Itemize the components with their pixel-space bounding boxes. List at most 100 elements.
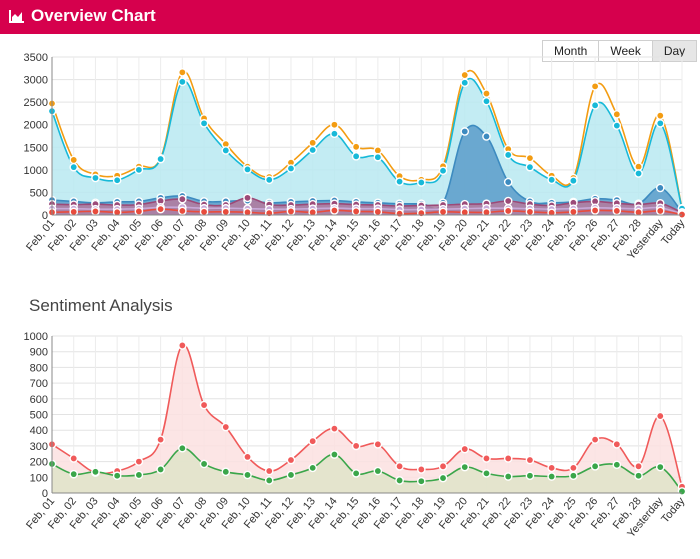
overview-point-series-6[interactable] <box>590 206 600 215</box>
sentiment-point-series-2[interactable] <box>634 471 643 481</box>
overview-point-series-3[interactable] <box>655 183 665 193</box>
overview-point-series-6[interactable] <box>438 207 448 217</box>
sentiment-point-series-1[interactable] <box>199 400 209 410</box>
overview-point-series-6[interactable] <box>308 207 317 217</box>
overview-point-series-6[interactable] <box>156 204 165 214</box>
overview-point-series-6[interactable] <box>69 207 79 217</box>
overview-point-series-6[interactable] <box>112 207 122 217</box>
overview-point-series-6[interactable] <box>178 206 187 216</box>
sentiment-point-series-1[interactable] <box>264 466 274 476</box>
sentiment-point-series-2[interactable] <box>503 472 513 481</box>
overview-point-series-6[interactable] <box>634 207 643 217</box>
overview-point-series-6[interactable] <box>286 207 296 216</box>
overview-point-series-6[interactable] <box>351 207 361 216</box>
sentiment-point-series-2[interactable] <box>373 466 383 476</box>
overview-point-series-2[interactable] <box>395 177 404 186</box>
sentiment-point-series-2[interactable] <box>112 471 122 481</box>
sentiment-point-series-2[interactable] <box>438 473 448 483</box>
overview-point-series-3[interactable] <box>482 132 491 141</box>
sentiment-point-series-2[interactable] <box>395 476 404 485</box>
sentiment-point-series-2[interactable] <box>460 462 470 472</box>
overview-point-series-2[interactable] <box>590 101 600 110</box>
overview-point-series-2[interactable] <box>199 119 209 128</box>
sentiment-point-series-2[interactable] <box>91 467 100 477</box>
sentiment-point-series-1[interactable] <box>330 424 339 433</box>
sentiment-point-series-2[interactable] <box>569 471 578 481</box>
overview-point-series-2[interactable] <box>178 77 187 87</box>
sentiment-point-series-2[interactable] <box>417 476 426 486</box>
sentiment-point-series-1[interactable] <box>178 341 187 350</box>
overview-point-series-6[interactable] <box>503 206 513 216</box>
overview-point-series-2[interactable] <box>243 165 252 174</box>
overview-point-series-6[interactable] <box>373 207 383 217</box>
overview-point-series-6[interactable] <box>199 207 209 217</box>
sentiment-point-series-2[interactable] <box>655 462 665 472</box>
sentiment-point-series-1[interactable] <box>69 454 79 463</box>
overview-point-series-2[interactable] <box>69 162 79 172</box>
overview-point-series-6[interactable] <box>417 208 426 218</box>
overview-point-series-4[interactable] <box>503 196 513 206</box>
sentiment-point-series-1[interactable] <box>482 454 491 463</box>
overview-point-series-4[interactable] <box>178 194 187 204</box>
overview-point-series-2[interactable] <box>264 175 274 185</box>
sentiment-point-series-1[interactable] <box>221 422 231 432</box>
overview-point-series-2[interactable] <box>373 152 383 162</box>
overview-point-series-2[interactable] <box>417 178 426 187</box>
overview-point-series-1[interactable] <box>655 111 665 120</box>
sentiment-point-series-2[interactable] <box>547 472 556 481</box>
overview-point-series-6[interactable] <box>91 207 100 216</box>
sentiment-point-series-1[interactable] <box>156 435 165 444</box>
sentiment-point-series-1[interactable] <box>655 411 665 421</box>
overview-point-series-6[interactable] <box>482 207 491 217</box>
overview-point-series-1[interactable] <box>612 110 622 119</box>
sentiment-point-series-1[interactable] <box>286 455 296 465</box>
overview-point-series-1[interactable] <box>330 120 339 130</box>
sentiment-point-series-2[interactable] <box>69 469 79 479</box>
sentiment-point-series-2[interactable] <box>525 471 535 481</box>
sentiment-point-series-2[interactable] <box>286 470 296 480</box>
overview-point-series-2[interactable] <box>438 166 448 176</box>
sentiment-point-series-2[interactable] <box>264 476 274 485</box>
sentiment-point-series-2[interactable] <box>351 469 361 478</box>
sentiment-point-series-1[interactable] <box>417 465 426 474</box>
overview-point-series-2[interactable] <box>460 78 470 88</box>
overview-point-series-6[interactable] <box>460 207 470 217</box>
overview-point-series-4[interactable] <box>243 193 252 203</box>
sentiment-point-series-2[interactable] <box>134 470 144 480</box>
overview-point-series-2[interactable] <box>569 176 578 185</box>
sentiment-point-series-1[interactable] <box>503 454 513 463</box>
sentiment-point-series-1[interactable] <box>243 452 252 462</box>
overview-point-series-2[interactable] <box>655 119 665 128</box>
overview-point-series-2[interactable] <box>286 164 296 173</box>
overview-point-series-1[interactable] <box>178 68 187 77</box>
overview-point-series-2[interactable] <box>482 96 491 106</box>
sentiment-point-series-1[interactable] <box>134 457 144 466</box>
sentiment-point-series-2[interactable] <box>308 463 317 473</box>
overview-point-series-6[interactable] <box>134 207 144 216</box>
sentiment-point-series-1[interactable] <box>308 436 317 446</box>
overview-point-series-3[interactable] <box>460 127 470 136</box>
overview-point-series-6[interactable] <box>569 207 578 217</box>
overview-point-series-2[interactable] <box>612 121 622 130</box>
sentiment-point-series-1[interactable] <box>590 435 600 444</box>
sentiment-point-series-1[interactable] <box>547 463 556 473</box>
overview-point-series-6[interactable] <box>243 207 252 217</box>
sentiment-point-series-1[interactable] <box>438 462 448 471</box>
overview-point-series-1[interactable] <box>460 70 470 80</box>
overview-point-series-2[interactable] <box>134 165 144 175</box>
sentiment-point-series-2[interactable] <box>156 465 165 474</box>
overview-point-series-2[interactable] <box>112 175 122 185</box>
overview-point-series-2[interactable] <box>503 150 513 160</box>
sentiment-point-series-1[interactable] <box>373 440 383 449</box>
sentiment-point-series-2[interactable] <box>330 450 339 459</box>
overview-point-series-6[interactable] <box>525 207 535 217</box>
overview-point-series-2[interactable] <box>634 169 643 178</box>
sentiment-point-series-1[interactable] <box>525 455 535 465</box>
sentiment-point-series-2[interactable] <box>677 487 687 496</box>
overview-point-series-2[interactable] <box>351 152 361 161</box>
sentiment-point-series-1[interactable] <box>612 440 622 449</box>
overview-point-series-2[interactable] <box>156 154 165 164</box>
sentiment-point-series-1[interactable] <box>395 462 404 471</box>
overview-point-series-2[interactable] <box>525 162 535 172</box>
overview-point-series-3[interactable] <box>503 177 513 187</box>
